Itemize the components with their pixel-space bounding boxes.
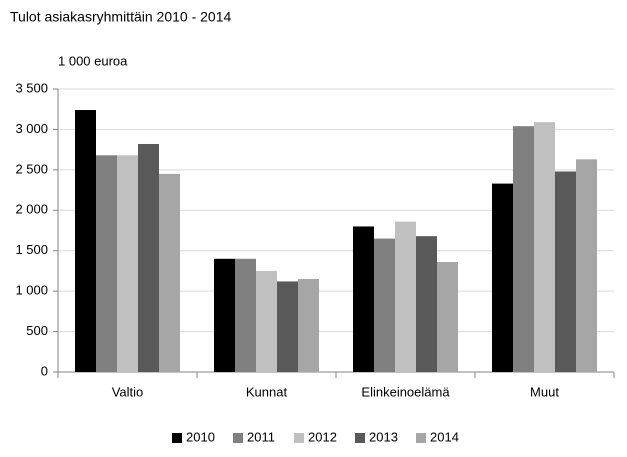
x-tick-label: Kunnat [246, 384, 288, 399]
y-tick-label: 500 [26, 323, 48, 338]
y-tick-label: 2 000 [15, 202, 48, 217]
chart-title: Tulot asiakasryhmittäin 2010 - 2014 [10, 9, 231, 25]
legend-label: 2012 [308, 429, 337, 444]
bar [256, 270, 277, 372]
bar [555, 171, 576, 372]
bar [374, 238, 395, 372]
y-tick-label: 3 500 [15, 80, 48, 95]
y-tick-label: 2 500 [15, 161, 48, 176]
legend-label: 2013 [369, 429, 398, 444]
bar [416, 236, 437, 372]
bar [159, 173, 180, 372]
legend-swatch [233, 433, 243, 443]
y-axis-label: 1 000 euroa [58, 53, 128, 68]
legend-swatch [355, 433, 365, 443]
bar [298, 279, 319, 372]
bar [513, 126, 534, 373]
legend-label: 2010 [186, 429, 215, 444]
bar [96, 155, 117, 372]
bar [492, 183, 513, 372]
bar [576, 159, 597, 372]
bar [235, 258, 256, 372]
bar [395, 221, 416, 372]
y-tick-label: 1 500 [15, 242, 48, 257]
bar [117, 155, 138, 372]
x-tick-label: Valtio [112, 384, 144, 399]
legend-swatch [416, 433, 426, 443]
bar [437, 262, 458, 372]
y-tick-label: 0 [41, 363, 48, 378]
bar [534, 122, 555, 372]
y-tick-label: 1 000 [15, 283, 48, 298]
legend-swatch [172, 433, 182, 443]
bar [214, 258, 235, 372]
legend-swatch [294, 433, 304, 443]
x-tick-label: Muut [530, 384, 559, 399]
legend-label: 2014 [430, 429, 459, 444]
bar [353, 226, 374, 372]
legend-label: 2011 [247, 429, 275, 444]
x-tick-label: Elinkeinoelämä [361, 384, 450, 399]
bar [277, 281, 298, 372]
y-tick-label: 3 000 [15, 121, 48, 136]
bar [75, 110, 96, 372]
bar [138, 143, 159, 372]
